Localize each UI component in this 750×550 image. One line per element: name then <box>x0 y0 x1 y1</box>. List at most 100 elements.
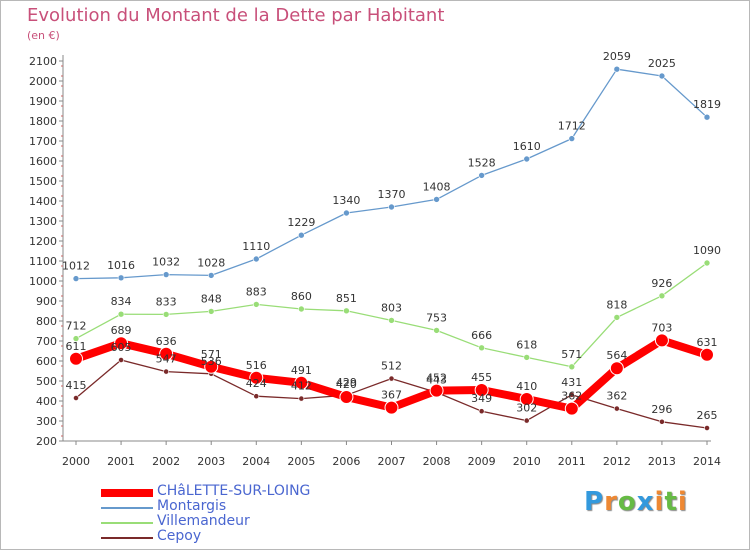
data-point-ch-lette-sur-loing <box>609 361 624 376</box>
y-tick-label: 1800 <box>29 115 57 128</box>
data-label-cepoy: 349 <box>471 392 492 405</box>
data-point-montargis <box>613 65 621 73</box>
data-point-cepoy <box>478 408 485 415</box>
data-point-cepoy <box>73 395 79 401</box>
data-label-cepoy: 429 <box>336 376 357 389</box>
data-label-cepoy: 415 <box>66 379 87 392</box>
x-tick-label: 2006 <box>332 455 360 468</box>
data-point-ch-lette-sur-loing <box>204 359 219 374</box>
data-label-montargis: 1340 <box>332 194 360 207</box>
data-label-ch-lette-sur-loing: 367 <box>381 389 402 402</box>
x-tick-label: 2014 <box>693 455 721 468</box>
x-tick-label: 2010 <box>513 455 541 468</box>
data-label-villemandeur: 1090 <box>693 244 721 257</box>
data-label-ch-lette-sur-loing: 571 <box>201 348 222 361</box>
data-point-cepoy <box>163 368 170 375</box>
data-label-cepoy: 547 <box>156 353 177 366</box>
data-label-ch-lette-sur-loing: 631 <box>697 336 718 349</box>
data-point-montargis <box>388 203 395 211</box>
data-point-villemandeur <box>568 363 576 371</box>
data-label-villemandeur: 666 <box>471 329 492 342</box>
data-label-montargis: 2059 <box>603 50 631 63</box>
y-tick-label: 1400 <box>29 195 57 208</box>
data-label-villemandeur: 818 <box>606 298 627 311</box>
data-point-montargis <box>703 113 711 121</box>
data-point-montargis <box>162 271 170 278</box>
data-point-cepoy <box>523 417 530 424</box>
proxiti-logo: Proxiti <box>584 487 688 517</box>
x-tick-label: 2009 <box>468 455 496 468</box>
y-tick-label: 1200 <box>29 235 57 248</box>
data-point-cepoy <box>704 425 710 431</box>
legend-label: Montargis <box>157 498 227 514</box>
data-point-villemandeur <box>388 317 395 324</box>
data-point-ch-lette-sur-loing <box>159 346 174 361</box>
data-label-cepoy: 512 <box>381 360 402 373</box>
data-point-ch-lette-sur-loing <box>114 336 129 351</box>
legend-swatch <box>101 537 153 539</box>
data-label-montargis: 1229 <box>287 216 315 229</box>
data-point-montargis <box>478 172 485 179</box>
data-label-cepoy: 412 <box>291 380 312 393</box>
x-tick-label: 2005 <box>287 455 315 468</box>
logo-letter: t <box>664 487 678 517</box>
data-point-villemandeur <box>433 327 440 334</box>
data-label-villemandeur: 803 <box>381 301 402 314</box>
data-label-villemandeur: 833 <box>156 295 177 308</box>
data-label-villemandeur: 753 <box>426 311 447 324</box>
y-tick-label: 600 <box>36 355 57 368</box>
y-tick-label: 1600 <box>29 155 57 168</box>
x-tick-label: 2013 <box>648 455 676 468</box>
data-point-villemandeur <box>72 335 80 342</box>
data-label-cepoy: 302 <box>516 402 537 415</box>
data-point-villemandeur <box>298 305 305 313</box>
data-label-cepoy: 424 <box>246 377 267 390</box>
data-point-villemandeur <box>523 354 531 361</box>
y-tick-label: 1500 <box>29 175 57 188</box>
data-label-ch-lette-sur-loing: 410 <box>516 380 537 393</box>
data-label-cepoy: 362 <box>606 390 627 403</box>
data-label-villemandeur: 851 <box>336 292 357 305</box>
data-point-montargis <box>658 72 666 80</box>
data-point-ch-lette-sur-loing <box>249 370 264 385</box>
data-label-ch-lette-sur-loing: 636 <box>156 335 177 348</box>
data-label-montargis: 1370 <box>378 188 406 201</box>
data-point-cepoy <box>388 375 395 382</box>
data-point-cepoy <box>613 405 620 412</box>
y-tick-label: 700 <box>36 335 57 348</box>
data-point-montargis <box>523 155 531 163</box>
legend-item: Montargis <box>101 498 361 516</box>
legend-item: Cepoy <box>101 528 361 546</box>
logo-letter: P <box>584 487 605 517</box>
data-point-ch-lette-sur-loing <box>519 392 534 406</box>
y-tick-label: 500 <box>36 375 57 388</box>
data-label-ch-lette-sur-loing: 420 <box>336 378 357 391</box>
data-point-ch-lette-sur-loing <box>384 400 399 415</box>
data-point-cepoy <box>253 393 260 400</box>
data-point-villemandeur <box>478 344 485 352</box>
x-tick-label: 2003 <box>197 455 225 468</box>
data-label-villemandeur: 712 <box>66 320 87 333</box>
data-label-montargis: 1610 <box>513 140 541 153</box>
logo-letter: i <box>654 487 665 517</box>
data-label-cepoy: 536 <box>201 355 222 368</box>
data-label-montargis: 1028 <box>197 256 225 269</box>
y-tick-label: 200 <box>36 435 57 448</box>
data-label-montargis: 1032 <box>152 256 180 269</box>
data-point-villemandeur <box>703 259 711 267</box>
data-label-cepoy: 431 <box>561 376 582 389</box>
data-label-cepoy: 296 <box>651 403 672 416</box>
data-point-montargis <box>252 255 260 263</box>
legend-label: CHâLETTE-SUR-LOING <box>157 483 311 499</box>
data-label-villemandeur: 618 <box>516 338 537 351</box>
data-label-ch-lette-sur-loing: 703 <box>651 321 672 334</box>
y-tick-label: 1000 <box>29 275 57 288</box>
y-tick-label: 1300 <box>29 215 57 228</box>
data-label-villemandeur: 860 <box>291 290 312 303</box>
data-label-ch-lette-sur-loing: 689 <box>111 324 132 337</box>
data-label-ch-lette-sur-loing: 611 <box>66 340 87 353</box>
data-point-ch-lette-sur-loing <box>654 333 669 348</box>
y-tick-label: 400 <box>36 395 57 408</box>
